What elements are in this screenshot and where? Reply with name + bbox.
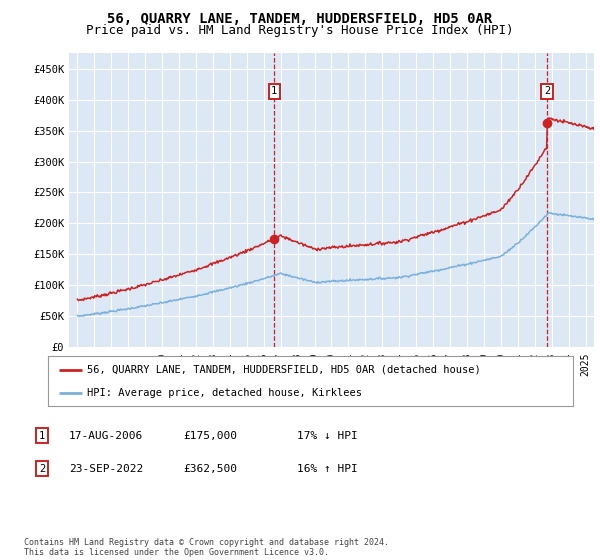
- Text: 1: 1: [271, 86, 277, 96]
- Text: 17-AUG-2006: 17-AUG-2006: [69, 431, 143, 441]
- Text: 23-SEP-2022: 23-SEP-2022: [69, 464, 143, 474]
- Text: Contains HM Land Registry data © Crown copyright and database right 2024.
This d: Contains HM Land Registry data © Crown c…: [24, 538, 389, 557]
- Text: 2: 2: [544, 86, 550, 96]
- Text: Price paid vs. HM Land Registry's House Price Index (HPI): Price paid vs. HM Land Registry's House …: [86, 24, 514, 36]
- Text: 17% ↓ HPI: 17% ↓ HPI: [297, 431, 358, 441]
- Text: £175,000: £175,000: [183, 431, 237, 441]
- Text: 56, QUARRY LANE, TANDEM, HUDDERSFIELD, HD5 0AR: 56, QUARRY LANE, TANDEM, HUDDERSFIELD, H…: [107, 12, 493, 26]
- Text: 2: 2: [39, 464, 45, 474]
- Text: £362,500: £362,500: [183, 464, 237, 474]
- Text: 16% ↑ HPI: 16% ↑ HPI: [297, 464, 358, 474]
- Text: 56, QUARRY LANE, TANDEM, HUDDERSFIELD, HD5 0AR (detached house): 56, QUARRY LANE, TANDEM, HUDDERSFIELD, H…: [88, 365, 481, 375]
- Text: HPI: Average price, detached house, Kirklees: HPI: Average price, detached house, Kirk…: [88, 389, 362, 398]
- Text: 1: 1: [39, 431, 45, 441]
